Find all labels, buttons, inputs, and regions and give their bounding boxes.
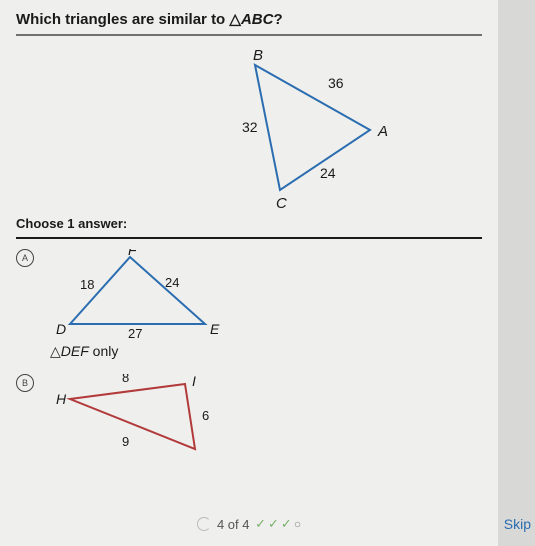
option-a-caption: △DEF only [50,343,250,360]
question-prefix: Which triangles are similar to [16,11,229,28]
side-hj: 9 [122,434,129,449]
check-icon-3: ✓ [281,516,292,532]
side-df: 18 [80,277,94,292]
skip-button[interactable]: Skip [504,516,531,532]
triangle-name: ABC [241,11,274,28]
check-icon-2: ✓ [268,516,279,532]
caption-tri-name: DEF [61,343,89,359]
question-page: Which triangles are similar to △ABC? B A… [0,0,498,546]
option-a-letter: A [16,249,34,267]
triangle-ghi: H I 8 6 9 [50,374,250,459]
divider-choose [16,237,482,239]
option-b-body: H I 8 6 9 [50,374,250,459]
divider-top [16,34,482,36]
caption-tri-symbol: △ [50,343,61,359]
pending-icon: ○ [294,517,301,531]
side-hi: 8 [122,374,129,385]
progress-indicator: 4 of 4 ✓ ✓ ✓ ○ [197,516,301,532]
ghi-shape [70,384,195,449]
triangle-abc: B A C 36 32 24 [200,50,400,210]
vertex-a: A [377,123,388,140]
check-icon-1: ✓ [255,516,266,532]
choose-answer-label: Choose 1 answer: [16,216,482,231]
side-ca: 24 [320,165,336,181]
abc-shape [255,65,370,190]
refresh-icon [197,517,211,531]
side-fe: 24 [165,275,179,290]
side-bc: 32 [242,119,258,135]
option-a[interactable]: A F D E 18 24 27 △DEF only [16,249,482,360]
vertex-i: I [192,374,196,389]
question-text: Which triangles are similar to △ABC? [16,10,482,28]
option-b[interactable]: B H I 8 6 9 [16,374,482,459]
option-b-letter: B [16,374,34,392]
side-ba: 36 [328,75,344,91]
vertex-e: E [210,321,220,337]
caption-suffix: only [89,343,119,359]
triangle-symbol: △ [229,11,241,28]
vertex-h: H [56,391,67,407]
vertex-d: D [56,321,66,337]
vertex-f: F [128,249,138,258]
side-ij: 6 [202,408,209,423]
question-suffix: ? [273,11,282,28]
progress-text: 4 of 4 [217,517,250,532]
vertex-b: B [253,50,263,64]
option-a-body: F D E 18 24 27 △DEF only [50,249,250,360]
side-de: 27 [128,326,142,339]
triangle-def: F D E 18 24 27 [50,249,250,339]
vertex-c: C [276,195,287,210]
